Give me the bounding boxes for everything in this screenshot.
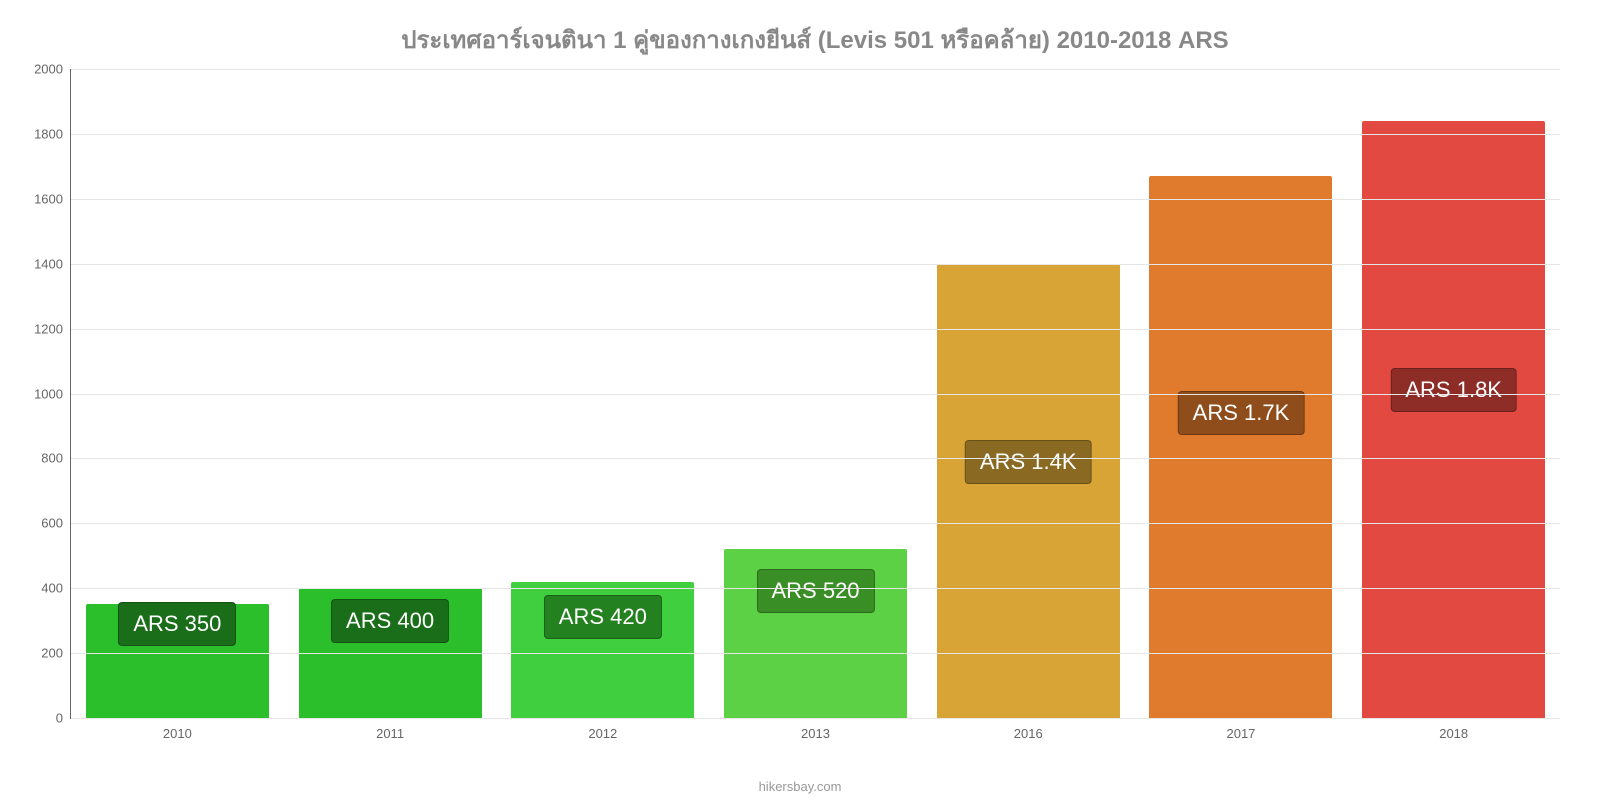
y-tick-label: 1600 xyxy=(34,191,71,206)
bar-label-wrap: ARS 420 xyxy=(544,595,662,639)
bar-value-label: ARS 520 xyxy=(756,569,874,613)
gridline xyxy=(71,653,1560,654)
y-tick-label: 1800 xyxy=(34,126,71,141)
y-tick-label: 600 xyxy=(41,516,71,531)
gridline xyxy=(71,394,1560,395)
bar-value-label: ARS 400 xyxy=(331,599,449,643)
gridline xyxy=(71,134,1560,135)
bar-label-wrap: ARS 350 xyxy=(118,602,236,646)
gridline xyxy=(71,458,1560,459)
chart-title: ประเทศอาร์เจนตินา 1 คู่ของกางเกงยีนส์ (L… xyxy=(70,20,1560,59)
x-tick-label: 2016 xyxy=(1014,726,1043,741)
x-tick-label: 2012 xyxy=(588,726,617,741)
x-tick-label: 2010 xyxy=(163,726,192,741)
y-tick-label: 1000 xyxy=(34,386,71,401)
y-tick-label: 2000 xyxy=(34,62,71,77)
gridline xyxy=(71,588,1560,589)
gridline xyxy=(71,718,1560,719)
y-tick-label: 400 xyxy=(41,581,71,596)
x-tick-label: 2017 xyxy=(1226,726,1255,741)
x-tick-label: 2018 xyxy=(1439,726,1468,741)
bar-value-label: ARS 1.8K xyxy=(1390,368,1517,412)
gridline xyxy=(71,264,1560,265)
y-tick-label: 800 xyxy=(41,451,71,466)
gridline xyxy=(71,523,1560,524)
bar xyxy=(1362,121,1545,718)
bar-label-wrap: ARS 520 xyxy=(756,569,874,613)
gridline xyxy=(71,329,1560,330)
bar xyxy=(1149,176,1332,718)
gridline xyxy=(71,69,1560,70)
bar-value-label: ARS 1.7K xyxy=(1178,391,1305,435)
x-tick-label: 2013 xyxy=(801,726,830,741)
gridline xyxy=(71,199,1560,200)
bar-label-wrap: ARS 1.7K xyxy=(1178,391,1305,435)
bar-label-wrap: ARS 1.8K xyxy=(1390,368,1517,412)
bar-value-label: ARS 350 xyxy=(118,602,236,646)
credit-text: hikersbay.com xyxy=(759,779,842,794)
y-tick-label: 200 xyxy=(41,646,71,661)
y-tick-label: 1400 xyxy=(34,256,71,271)
bar xyxy=(937,264,1120,718)
plot-area: ARS 3502010ARS 4002011ARS 4202012ARS 520… xyxy=(70,69,1560,719)
bar-label-wrap: ARS 1.4K xyxy=(965,440,1092,484)
chart-container: ประเทศอาร์เจนตินา 1 คู่ของกางเกงยีนส์ (L… xyxy=(0,0,1600,800)
y-tick-label: 0 xyxy=(56,711,71,726)
x-tick-label: 2011 xyxy=(376,726,404,741)
bar-label-wrap: ARS 400 xyxy=(331,599,449,643)
y-tick-label: 1200 xyxy=(34,321,71,336)
bar-value-label: ARS 420 xyxy=(544,595,662,639)
bar-value-label: ARS 1.4K xyxy=(965,440,1092,484)
